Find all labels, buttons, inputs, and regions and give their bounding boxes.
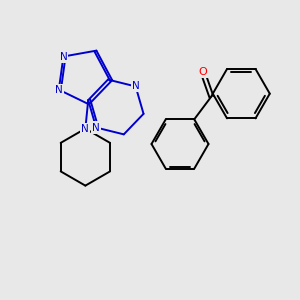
Text: N: N	[82, 124, 89, 134]
Text: N: N	[132, 81, 140, 92]
Text: O: O	[198, 67, 207, 77]
Text: N: N	[59, 52, 67, 61]
Text: N: N	[92, 122, 100, 133]
Text: N: N	[55, 85, 63, 95]
